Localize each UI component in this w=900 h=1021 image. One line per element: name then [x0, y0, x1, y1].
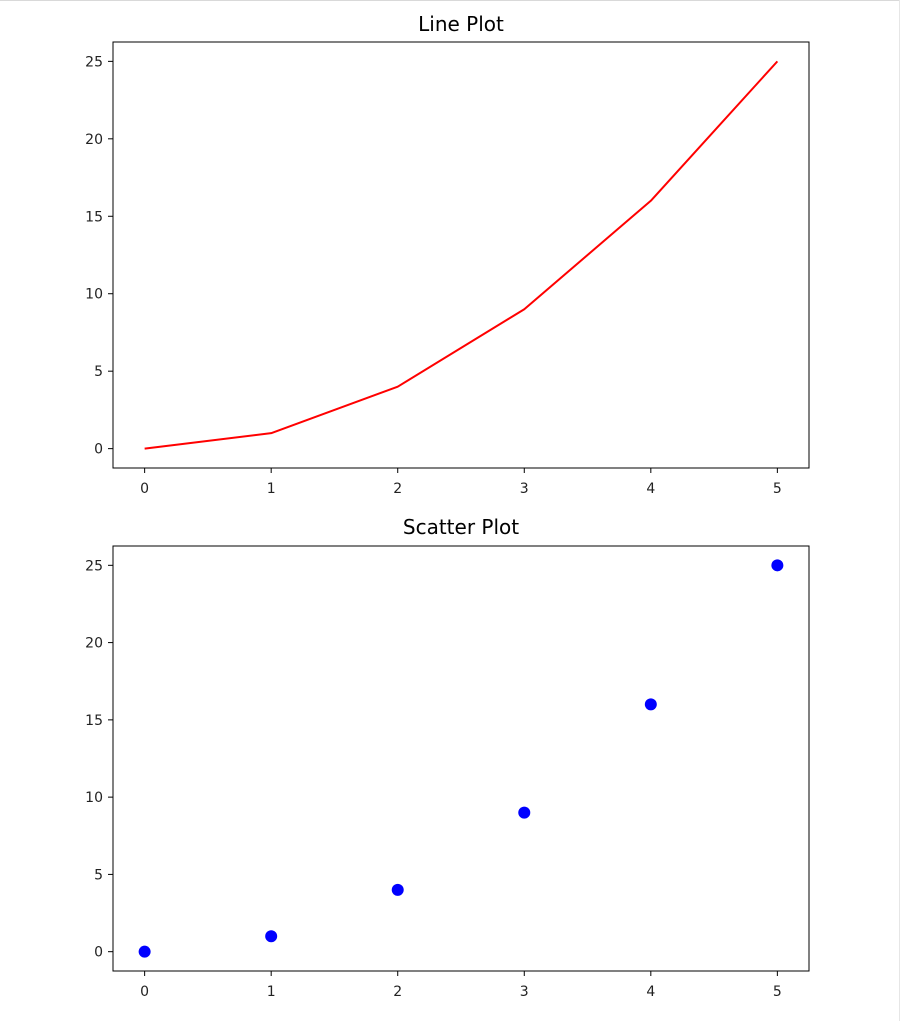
line-plot-y-tick-label: 25: [85, 54, 103, 70]
scatter-plot-title: Scatter Plot: [403, 515, 519, 539]
line-plot-subplot: Line Plot 0 1 2 3 4 5 0 5 10 15 20 25: [85, 12, 810, 497]
scatter-plot-axes-frame: [112, 545, 810, 972]
scatter-plot-y-tick-label: 20: [85, 636, 103, 652]
line-plot-y-tick-label: 0: [94, 442, 103, 458]
line-plot-y-tick-label: 5: [94, 364, 103, 380]
scatter-plot-point: [644, 698, 657, 711]
scatter-plot-x-tick-label: 3: [520, 984, 529, 1000]
line-plot-x-tick-label: 3: [520, 481, 529, 497]
line-plot-y-tick-label: 15: [85, 209, 103, 225]
line-plot-y-tick-label: 10: [85, 287, 103, 303]
line-plot-x-tick-label: 1: [267, 481, 276, 497]
scatter-plot-point: [391, 883, 404, 896]
scatter-plot-x-tick-label: 5: [773, 984, 782, 1000]
line-plot-x-tick-label: 4: [646, 481, 655, 497]
scatter-plot-x-tick-label: 0: [140, 984, 149, 1000]
scatter-plot-y-tick-label: 10: [85, 790, 103, 806]
line-plot-series-line: [144, 60, 779, 450]
scatter-plot-y-tick-label: 15: [85, 713, 103, 729]
scatter-plot-y-tick-label: 0: [94, 945, 103, 961]
line-plot-y-tick-label: 20: [85, 132, 103, 148]
scatter-plot-point: [771, 559, 784, 572]
scatter-plot-point: [265, 930, 278, 943]
line-plot-axes-frame: [112, 41, 810, 469]
scatter-plot-point: [138, 945, 151, 958]
line-plot-x-tick-label: 2: [393, 481, 402, 497]
top-border: [0, 0, 900, 1]
scatter-plot-subplot: Scatter Plot 0 1 2 3 4 5 0 5 10 15 20 25: [85, 515, 810, 1000]
scatter-plot-x-tick-label: 4: [646, 984, 655, 1000]
scatter-plot-point: [518, 806, 531, 819]
scatter-plot-x-tick-label: 2: [393, 984, 402, 1000]
line-plot-x-tick-label: 5: [773, 481, 782, 497]
line-plot-title: Line Plot: [418, 12, 504, 36]
scatter-plot-y-tick-label: 5: [94, 867, 103, 883]
line-plot-x-tick-label: 0: [140, 481, 149, 497]
scatter-plot-x-tick-label: 1: [267, 984, 276, 1000]
scatter-plot-y-tick-label: 25: [85, 558, 103, 574]
